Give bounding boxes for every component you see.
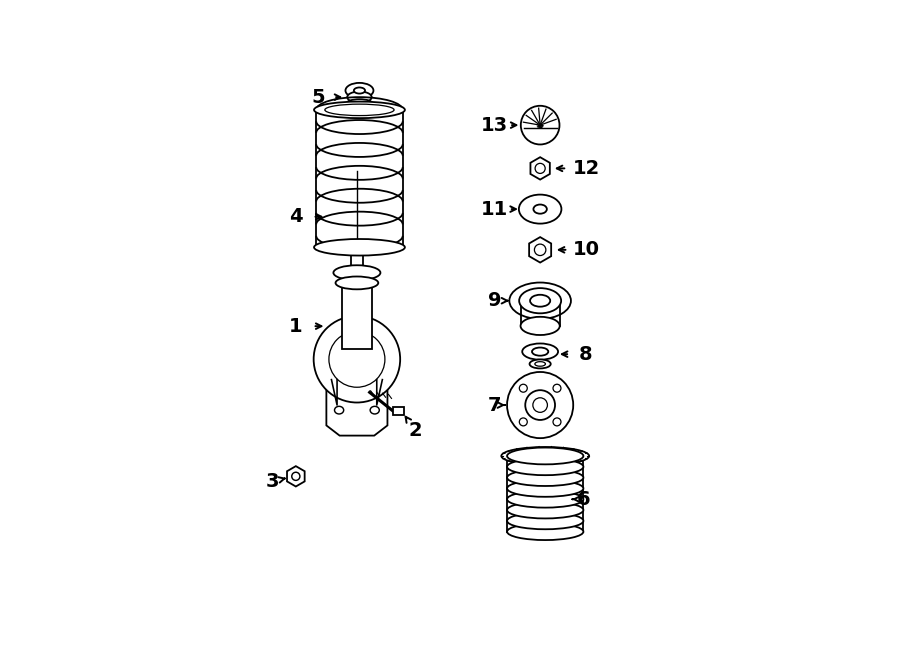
Circle shape (553, 418, 561, 426)
Ellipse shape (534, 204, 547, 214)
Ellipse shape (507, 458, 583, 475)
Text: 7: 7 (488, 395, 501, 414)
Ellipse shape (314, 102, 405, 118)
Ellipse shape (507, 491, 583, 508)
Text: 12: 12 (572, 159, 599, 178)
Ellipse shape (519, 288, 561, 313)
Circle shape (535, 244, 546, 256)
Ellipse shape (529, 360, 551, 368)
Circle shape (533, 398, 547, 412)
Circle shape (553, 384, 561, 392)
Ellipse shape (336, 276, 378, 290)
Ellipse shape (507, 480, 583, 497)
Text: 13: 13 (481, 116, 508, 135)
Text: 4: 4 (289, 208, 302, 226)
Text: 1: 1 (289, 317, 302, 336)
Ellipse shape (519, 194, 562, 223)
Circle shape (328, 331, 385, 387)
Circle shape (526, 390, 555, 420)
Ellipse shape (333, 265, 381, 280)
Text: 6: 6 (577, 490, 590, 509)
Circle shape (521, 106, 560, 145)
Ellipse shape (509, 282, 571, 319)
Ellipse shape (522, 344, 558, 360)
Text: 8: 8 (579, 344, 593, 364)
Circle shape (536, 163, 545, 173)
Ellipse shape (346, 99, 373, 108)
Ellipse shape (507, 524, 583, 540)
Text: 5: 5 (312, 88, 326, 106)
FancyBboxPatch shape (392, 407, 404, 415)
Ellipse shape (354, 87, 365, 94)
Text: 10: 10 (572, 241, 599, 259)
Ellipse shape (335, 407, 344, 414)
Polygon shape (327, 375, 387, 436)
Ellipse shape (507, 447, 583, 465)
Circle shape (519, 418, 527, 426)
Ellipse shape (346, 83, 374, 98)
FancyBboxPatch shape (342, 273, 373, 349)
Ellipse shape (507, 512, 583, 529)
Ellipse shape (501, 447, 590, 465)
Circle shape (292, 472, 300, 481)
Text: 11: 11 (481, 200, 508, 219)
Ellipse shape (520, 317, 560, 335)
Ellipse shape (370, 407, 379, 414)
Text: 9: 9 (488, 292, 501, 310)
Ellipse shape (507, 502, 583, 518)
Ellipse shape (314, 239, 405, 256)
Ellipse shape (530, 295, 550, 307)
Ellipse shape (535, 362, 545, 366)
Text: 3: 3 (266, 472, 280, 491)
Ellipse shape (532, 348, 548, 356)
Circle shape (519, 384, 527, 392)
Ellipse shape (347, 91, 372, 102)
Circle shape (507, 372, 573, 438)
FancyBboxPatch shape (351, 247, 363, 273)
Text: 2: 2 (409, 421, 422, 440)
Circle shape (313, 316, 400, 403)
Ellipse shape (507, 469, 583, 486)
